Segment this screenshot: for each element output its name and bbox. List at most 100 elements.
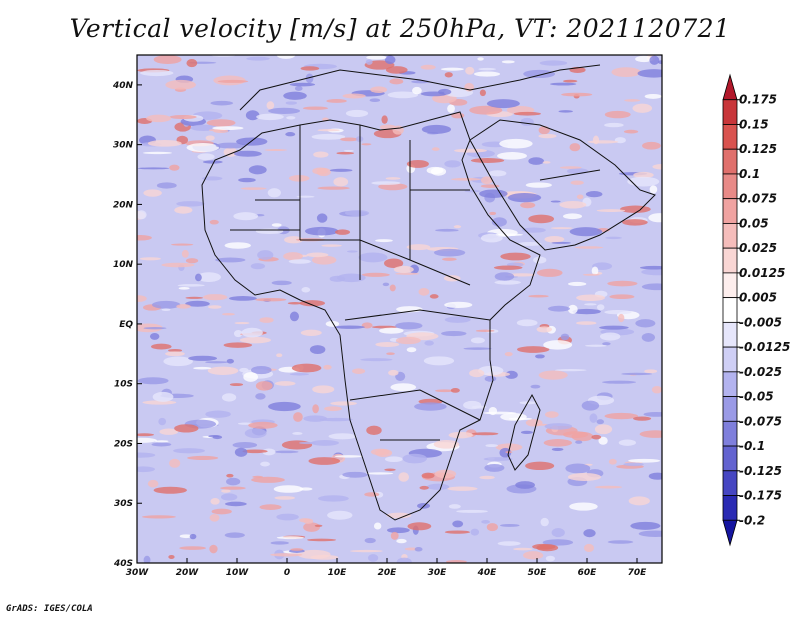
- field-patch: [255, 393, 266, 400]
- field-patch: [336, 151, 355, 155]
- field-patch: [206, 119, 236, 127]
- field-patch: [438, 88, 452, 95]
- field-patch: [386, 352, 395, 356]
- field-patch: [226, 358, 234, 364]
- field-patch: [361, 272, 390, 277]
- field-patch: [507, 273, 536, 277]
- field-patch: [137, 437, 157, 443]
- field-patch: [504, 352, 513, 357]
- field-patch: [193, 366, 212, 370]
- field-patch: [480, 176, 493, 185]
- lat-tick-label: EQ: [119, 320, 133, 330]
- field-patch: [176, 201, 205, 207]
- colorbar-swatch: [722, 445, 738, 472]
- colorbar-label: 0.025: [739, 241, 777, 255]
- field-patch: [414, 547, 423, 552]
- field-patch: [470, 337, 485, 344]
- field-patch: [414, 402, 447, 411]
- field-patch: [407, 522, 432, 531]
- field-patch: [366, 425, 382, 436]
- field-patch: [516, 346, 550, 353]
- field-patch: [480, 233, 503, 243]
- field-patch: [344, 210, 370, 217]
- field-patch: [221, 489, 231, 493]
- field-patch: [306, 252, 329, 258]
- field-patch: [308, 457, 341, 465]
- field-patch: [210, 497, 220, 505]
- field-patch: [259, 317, 274, 323]
- field-patch: [639, 430, 662, 438]
- field-patch: [179, 546, 206, 550]
- field-patch: [641, 283, 662, 291]
- field-patch: [608, 458, 617, 465]
- field-patch: [390, 383, 417, 392]
- colorbar-label: 0.075: [739, 192, 777, 206]
- field-patch: [505, 370, 518, 379]
- field-patch: [264, 149, 288, 152]
- field-patch: [567, 472, 602, 481]
- field-patch: [330, 401, 357, 406]
- field-patch: [389, 284, 396, 292]
- field-patch: [163, 356, 193, 367]
- field-patch: [463, 347, 492, 350]
- field-patch: [250, 263, 266, 270]
- field-patch: [210, 100, 234, 106]
- field-patch: [483, 457, 513, 461]
- field-patch: [426, 483, 450, 490]
- field-patch: [637, 69, 662, 78]
- lon-tick-label: 40E: [477, 568, 498, 578]
- field-patch: [329, 168, 353, 172]
- field-patch: [589, 413, 598, 423]
- latitude-axis: 40N 30N 20N 10N EQ 10S 20S 30S 40S: [112, 81, 142, 569]
- field-patch: [570, 180, 584, 185]
- field-patch: [623, 462, 644, 467]
- field-patch: [591, 266, 599, 276]
- field-patch: [158, 417, 167, 426]
- field-patch: [153, 486, 187, 494]
- field-patch: [168, 348, 183, 352]
- field-patch: [452, 520, 464, 528]
- field-patch: [174, 424, 199, 433]
- field-patch: [283, 252, 303, 261]
- field-patch: [475, 329, 495, 332]
- field-patch: [642, 141, 661, 150]
- field-patch: [444, 530, 471, 534]
- colorbar-swatch: [722, 321, 738, 348]
- field-patch: [479, 89, 486, 97]
- field-patch: [539, 60, 568, 66]
- field-patch: [465, 66, 475, 75]
- field-patch: [479, 189, 508, 198]
- africa-coastline: [201, 111, 541, 521]
- field-patch: [151, 300, 181, 309]
- field-patch: [307, 538, 337, 542]
- field-patch: [343, 149, 354, 152]
- field-patch: [361, 143, 372, 146]
- colorbar-swatch: [722, 99, 738, 125]
- field-patch: [518, 241, 542, 246]
- field-patch: [327, 510, 353, 520]
- field-patch: [507, 192, 542, 203]
- field-patch: [594, 485, 623, 489]
- field-patch: [523, 551, 544, 560]
- field-patch: [569, 143, 581, 152]
- field-patch: [188, 355, 218, 361]
- field-patch: [483, 411, 517, 415]
- field-patch: [584, 344, 607, 347]
- field-patch: [576, 294, 606, 302]
- field-patch: [486, 99, 520, 109]
- field-patch: [538, 370, 568, 380]
- longitude-axis: 30W 20W 10W 0 10E 20E 30E 40E 50E 60E 70E: [126, 558, 647, 578]
- field-patch: [161, 262, 195, 268]
- arabia-coastline: [469, 119, 656, 251]
- field-patch: [305, 226, 339, 236]
- field-patch: [209, 513, 220, 522]
- field-patch: [241, 327, 263, 338]
- field-patch: [342, 93, 366, 99]
- field-patch: [202, 160, 223, 164]
- field-patch: [271, 280, 292, 286]
- field-patch: [499, 138, 533, 149]
- field-patch: [393, 265, 414, 274]
- field-patch: [299, 441, 316, 445]
- field-patch: [185, 300, 210, 307]
- field-patch: [444, 301, 473, 309]
